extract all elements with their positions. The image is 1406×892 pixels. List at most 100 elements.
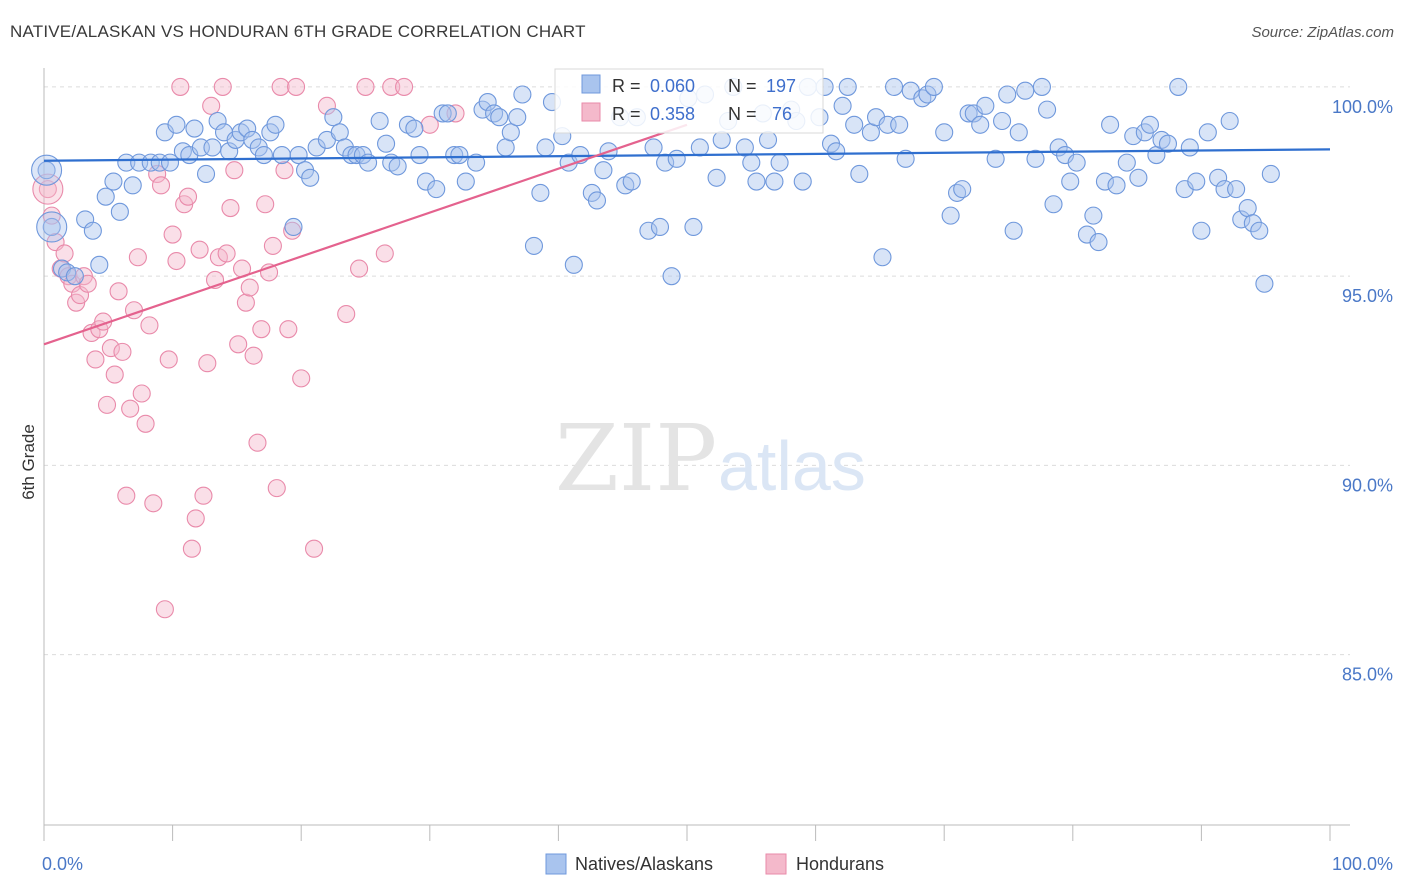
axes bbox=[43, 68, 1350, 841]
honduran-point bbox=[279, 320, 298, 339]
hondurans-points bbox=[32, 77, 465, 619]
native-point bbox=[1180, 138, 1199, 157]
honduran-point bbox=[221, 198, 240, 218]
native-point bbox=[827, 142, 846, 161]
native-point bbox=[884, 77, 904, 96]
honduran-point bbox=[148, 164, 167, 184]
native-point bbox=[445, 146, 464, 165]
native-point bbox=[1192, 221, 1211, 240]
honduran-point bbox=[151, 176, 171, 195]
natives-trend-line bbox=[43, 148, 1331, 162]
native-point-large bbox=[36, 211, 68, 243]
native-point bbox=[433, 104, 452, 123]
native-point-large bbox=[31, 154, 63, 186]
honduran-point bbox=[446, 104, 465, 123]
native-point bbox=[890, 115, 909, 134]
y-tick-label: 85.0% bbox=[1342, 665, 1393, 685]
native-point bbox=[1250, 221, 1269, 240]
native-point bbox=[1227, 180, 1246, 199]
native-point bbox=[1220, 111, 1239, 131]
native-point bbox=[254, 146, 273, 165]
native-point bbox=[993, 111, 1012, 131]
honduran-point bbox=[292, 369, 311, 388]
native-point bbox=[986, 149, 1005, 168]
honduran-point bbox=[305, 539, 324, 558]
stats-swatch-blue bbox=[581, 74, 601, 94]
honduran-point bbox=[97, 395, 117, 414]
native-point bbox=[707, 168, 726, 187]
honduran-point bbox=[213, 77, 232, 96]
honduran-point bbox=[128, 248, 147, 267]
honduran-point bbox=[194, 486, 213, 505]
native-point bbox=[1107, 176, 1126, 195]
honduran-point bbox=[136, 414, 155, 433]
native-point bbox=[1067, 153, 1086, 172]
honduran-point bbox=[356, 77, 375, 96]
native-point bbox=[405, 119, 424, 138]
native-point bbox=[918, 85, 937, 104]
native-point bbox=[953, 180, 972, 199]
native-point bbox=[594, 161, 613, 180]
native-point bbox=[272, 146, 291, 165]
honduran-point bbox=[202, 96, 221, 115]
honduran-point bbox=[240, 278, 259, 297]
native-point bbox=[850, 164, 869, 184]
x-tick-label-start: 0.0% bbox=[42, 854, 83, 874]
native-point bbox=[896, 149, 915, 168]
native-point bbox=[203, 138, 222, 157]
honduran-point bbox=[236, 293, 255, 312]
honduran-point-large bbox=[32, 173, 64, 205]
native-point bbox=[208, 111, 227, 131]
watermark: ZIP atlas bbox=[555, 405, 866, 512]
native-point bbox=[742, 153, 761, 172]
y-tick-label: 90.0% bbox=[1342, 475, 1393, 495]
honduran-point bbox=[382, 77, 401, 96]
honduran-point bbox=[132, 384, 151, 403]
trend-lines bbox=[43, 123, 1331, 346]
native-point bbox=[83, 221, 102, 240]
honduran-point bbox=[217, 244, 236, 263]
native-point bbox=[416, 172, 435, 191]
honduran-point bbox=[101, 339, 120, 358]
native-point bbox=[1061, 172, 1080, 191]
native-point bbox=[238, 119, 257, 138]
native-point bbox=[564, 255, 583, 274]
native-point bbox=[330, 123, 349, 142]
honduran-point bbox=[248, 433, 267, 452]
y-tick-label: 100.0% bbox=[1332, 97, 1393, 117]
honduran-point bbox=[182, 539, 201, 558]
native-point bbox=[644, 138, 663, 157]
honduran-point bbox=[190, 240, 209, 259]
stats-n-label-2: N = bbox=[728, 104, 757, 124]
honduran-point bbox=[186, 509, 205, 528]
native-point bbox=[1004, 221, 1023, 240]
native-point bbox=[438, 104, 457, 123]
honduran-point bbox=[244, 346, 263, 365]
honduran-point bbox=[167, 251, 186, 271]
honduran-point bbox=[287, 77, 306, 96]
native-point bbox=[508, 108, 527, 127]
stats-r-label-2: R = bbox=[612, 104, 641, 124]
honduran-point bbox=[256, 195, 275, 214]
honduran-point bbox=[109, 282, 128, 301]
native-point bbox=[998, 85, 1017, 104]
watermark-atlas: atlas bbox=[718, 427, 866, 505]
native-point bbox=[1232, 210, 1251, 229]
native-point bbox=[324, 108, 343, 127]
native-point bbox=[1101, 115, 1120, 134]
honduran-point bbox=[117, 486, 136, 505]
honduran-point bbox=[198, 354, 217, 373]
native-point bbox=[684, 217, 703, 237]
native-point bbox=[301, 168, 320, 187]
native-point bbox=[1209, 168, 1228, 187]
honduran-point bbox=[275, 161, 294, 180]
hondurans-trend-line bbox=[43, 123, 688, 346]
native-point bbox=[496, 138, 515, 157]
native-point bbox=[793, 172, 812, 191]
native-point bbox=[377, 134, 396, 153]
native-point bbox=[1255, 274, 1274, 293]
stats-n-label-1: N = bbox=[728, 76, 757, 96]
chart-title: NATIVE/ALASKAN VS HONDURAN 6TH GRADE COR… bbox=[10, 22, 586, 41]
stats-n-value-2: 76 bbox=[772, 104, 792, 124]
native-point bbox=[941, 206, 960, 225]
